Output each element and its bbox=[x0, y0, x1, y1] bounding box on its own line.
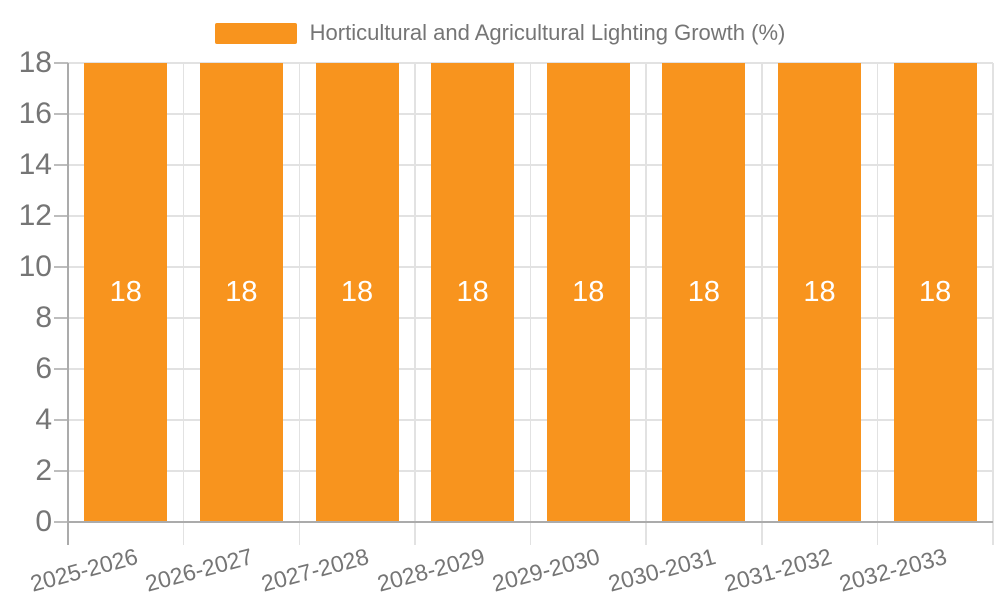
bar-value-label: 18 bbox=[687, 276, 721, 308]
y-gridline bbox=[68, 215, 993, 217]
y-tick-mark bbox=[54, 470, 68, 472]
y-axis-label: 10 bbox=[18, 250, 52, 283]
bar[interactable]: 18 bbox=[315, 63, 399, 522]
bar-value-label: 18 bbox=[456, 276, 489, 308]
y-axis-label: 8 bbox=[35, 301, 52, 334]
y-tick-mark bbox=[54, 317, 68, 319]
bar[interactable]: 18 bbox=[546, 63, 630, 522]
bar-value-label: 18 bbox=[919, 276, 952, 308]
bar[interactable]: 18 bbox=[893, 63, 977, 522]
x-gridline bbox=[645, 63, 647, 545]
y-tick-mark bbox=[54, 419, 68, 421]
bar[interactable]: 18 bbox=[778, 63, 862, 522]
y-gridline bbox=[68, 368, 993, 370]
x-gridline bbox=[876, 63, 879, 545]
legend-item[interactable]: Horticultural and Agricultural Lighting … bbox=[0, 20, 1000, 46]
bar[interactable]: 18 bbox=[199, 63, 283, 522]
y-tick-mark bbox=[54, 266, 68, 268]
x-gridline bbox=[992, 63, 994, 545]
bar-value-label: 18 bbox=[340, 276, 374, 308]
x-gridline bbox=[761, 63, 763, 545]
y-axis-label: 18 bbox=[18, 46, 52, 79]
bar[interactable]: 18 bbox=[431, 63, 515, 522]
y-axis-label: 16 bbox=[18, 97, 52, 130]
legend-label: Horticultural and Agricultural Lighting … bbox=[309, 20, 786, 45]
y-axis-label: 12 bbox=[18, 199, 52, 232]
y-axis-label: 4 bbox=[35, 403, 52, 436]
y-gridline bbox=[68, 317, 993, 319]
y-axis-label: 6 bbox=[35, 352, 52, 385]
y-gridline bbox=[68, 266, 993, 268]
bar-value-label: 18 bbox=[803, 276, 836, 308]
y-tick-mark bbox=[54, 62, 68, 64]
y-tick-mark bbox=[54, 215, 68, 217]
y-axis-label: 2 bbox=[35, 454, 52, 487]
x-gridline bbox=[298, 63, 300, 545]
y-tick-mark bbox=[54, 521, 68, 523]
y-tick-mark bbox=[54, 113, 68, 115]
y-axis-label: 14 bbox=[18, 148, 52, 181]
x-gridline bbox=[182, 63, 185, 545]
bar[interactable]: 18 bbox=[84, 63, 168, 522]
bar-value-label: 18 bbox=[572, 276, 605, 308]
y-gridline bbox=[68, 470, 993, 472]
y-gridline bbox=[68, 62, 993, 64]
bar[interactable]: 18 bbox=[662, 63, 746, 522]
y-axis-label: 0 bbox=[35, 505, 52, 538]
y-axis-line bbox=[67, 63, 69, 545]
y-tick-mark bbox=[54, 164, 68, 166]
y-tick-mark bbox=[54, 368, 68, 370]
x-gridline bbox=[414, 63, 416, 545]
y-gridline bbox=[68, 164, 993, 166]
x-gridline bbox=[529, 63, 532, 545]
bar-value-label: 18 bbox=[109, 276, 142, 308]
y-gridline bbox=[68, 419, 993, 421]
y-gridline bbox=[68, 113, 993, 115]
bar-value-label: 18 bbox=[225, 276, 258, 308]
legend-swatch bbox=[214, 22, 297, 44]
x-axis-line bbox=[67, 521, 993, 523]
